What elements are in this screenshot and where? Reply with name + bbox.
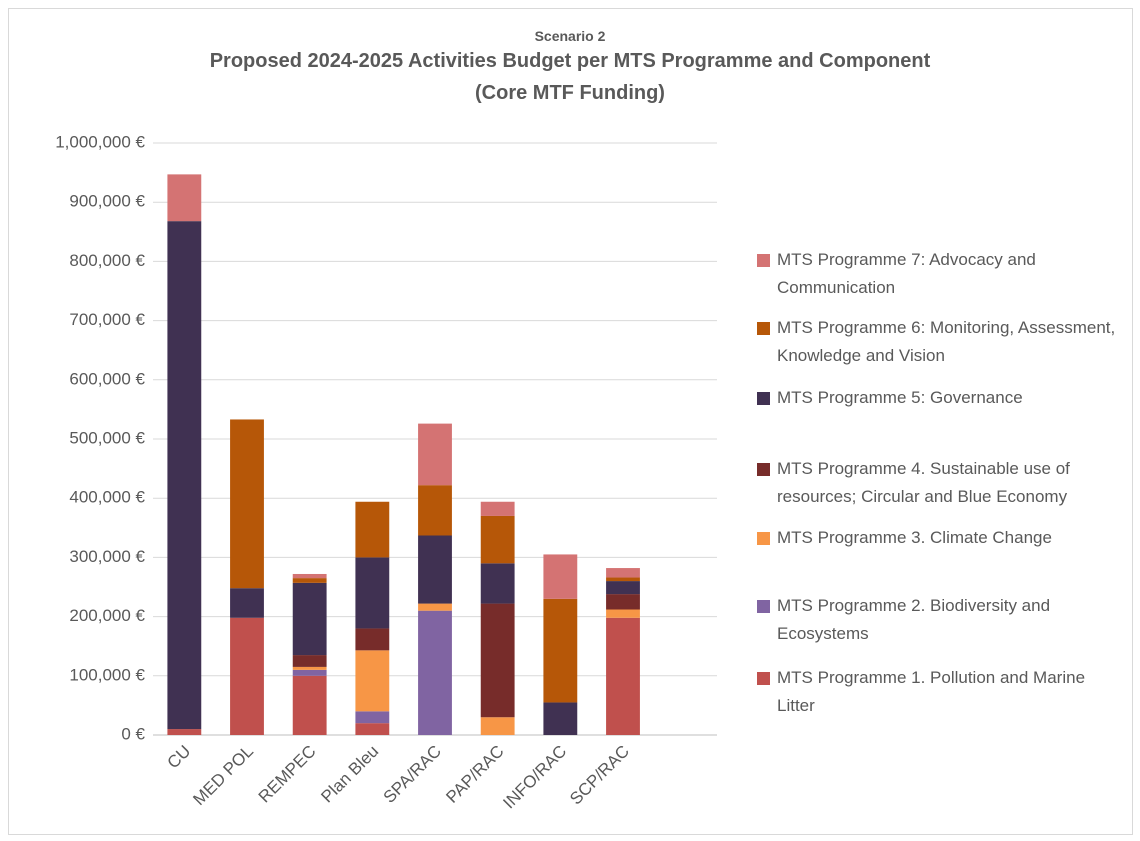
bar-segment	[230, 419, 264, 589]
y-tick-label: 0 €	[121, 724, 145, 743]
y-tick-label: 300,000 €	[69, 547, 145, 566]
legend-swatch	[757, 322, 770, 335]
bar-segment	[543, 702, 578, 735]
y-tick-label: 1,000,000 €	[55, 132, 145, 151]
bar-segment	[480, 603, 515, 718]
legend-swatch	[757, 392, 770, 405]
legend-label: MTS Programme 4. Sustainable use of reso…	[777, 459, 1070, 506]
x-tick-label: REMPEC	[255, 742, 320, 807]
y-tick-label: 400,000 €	[69, 488, 145, 507]
x-tick-label: CU	[164, 742, 195, 773]
bar-segment	[292, 666, 327, 670]
legend-label: MTS Programme 1. Pollution and Marine Li…	[777, 668, 1086, 715]
chart-frame	[8, 8, 1133, 835]
bar-segment	[606, 594, 640, 610]
bar-segment	[543, 598, 578, 703]
bar-segment	[167, 174, 202, 222]
bar-segment	[292, 578, 327, 583]
bar-segment	[292, 669, 327, 676]
bar-segment	[418, 485, 452, 536]
bar-segment	[606, 609, 640, 618]
bar-segment	[292, 675, 327, 735]
y-tick-label: 100,000 €	[69, 665, 145, 684]
bar-segment	[418, 603, 452, 611]
bar-segment	[480, 515, 515, 564]
bar-segment	[480, 501, 515, 516]
legend-label: MTS Programme 6: Monitoring, Assessment,…	[777, 318, 1116, 365]
legend-label: MTS Programme 7: Advocacy and Communicat…	[777, 250, 1036, 297]
y-tick-label: 500,000 €	[69, 428, 145, 447]
x-tick-label: Plan Bleu	[317, 742, 382, 807]
bar-segment	[167, 221, 202, 730]
y-tick-label: 600,000 €	[69, 369, 145, 388]
chart-supertitle: Scenario 2	[534, 28, 606, 44]
chart-title: Proposed 2024-2025 Activities Budget per…	[209, 50, 931, 72]
legend-label: MTS Programme 3. Climate Change	[777, 528, 1052, 547]
bar-segment	[355, 711, 390, 724]
bar-segment	[606, 581, 640, 595]
bar-segment	[606, 568, 640, 578]
bar-segment	[230, 617, 264, 735]
bar-segment	[355, 650, 390, 712]
y-tick-label: 900,000 €	[69, 192, 145, 211]
legend-swatch	[757, 532, 770, 545]
bar-segment	[606, 577, 640, 582]
bar-segment	[355, 501, 390, 558]
y-tick-label: 700,000 €	[69, 310, 145, 329]
legend-swatch	[757, 463, 770, 476]
bar-segment	[230, 588, 264, 618]
x-tick-label: SPA/RAC	[380, 742, 445, 807]
bar-segment	[543, 554, 578, 599]
y-tick-label: 200,000 €	[69, 606, 145, 625]
bar-segment	[355, 557, 390, 629]
bar-segment	[418, 423, 452, 486]
chart-subtitle: (Core MTF Funding)	[475, 82, 665, 104]
bar-segment	[355, 628, 390, 651]
x-tick-label: SCP/RAC	[566, 742, 633, 809]
x-tick-label: INFO/RAC	[499, 742, 570, 813]
legend-swatch	[757, 254, 770, 267]
bar-segment	[606, 617, 640, 735]
bar-segment	[292, 573, 327, 579]
legend-label: MTS Programme 5: Governance	[777, 388, 1023, 407]
legend-swatch	[757, 600, 770, 613]
bar-segment	[292, 655, 327, 667]
bar-segment	[418, 535, 452, 604]
bar-segment	[480, 563, 515, 604]
legend-label: MTS Programme 2. Biodiversity and Ecosys…	[777, 596, 1051, 643]
bar-segment	[167, 729, 202, 735]
x-tick-label: MED POL	[189, 742, 257, 810]
bar-segment	[480, 717, 515, 735]
x-tick-label: PAP/RAC	[442, 742, 507, 807]
y-tick-label: 800,000 €	[69, 251, 145, 270]
legend-swatch	[757, 672, 770, 685]
bar-segment	[292, 582, 327, 656]
bar-segment	[418, 610, 452, 735]
bar-segment	[355, 723, 390, 735]
